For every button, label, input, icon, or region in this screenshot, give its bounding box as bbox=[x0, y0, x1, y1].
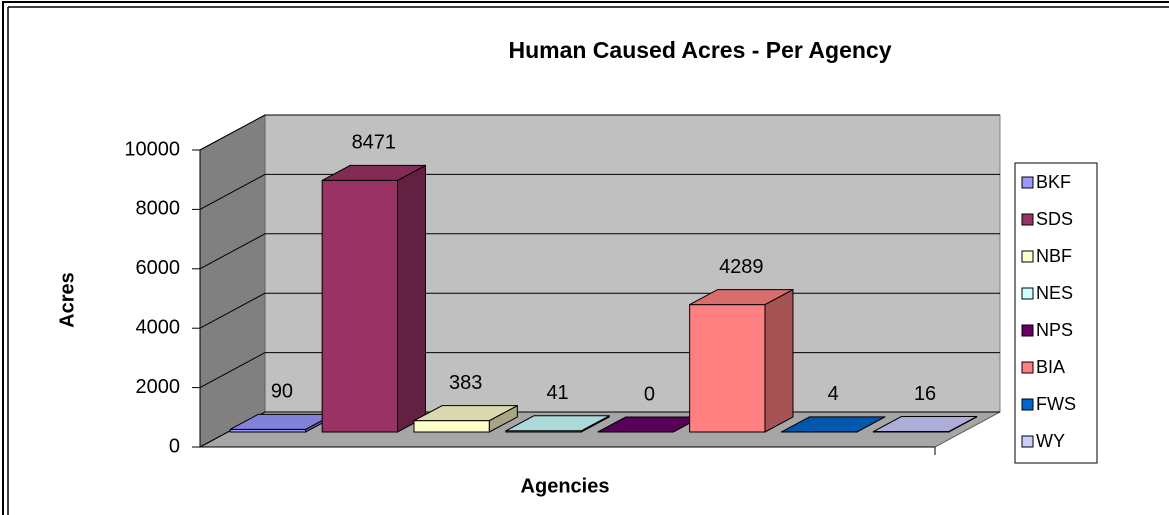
legend-box bbox=[1014, 162, 1098, 464]
legend-label: NPS bbox=[1036, 320, 1073, 340]
data-label: 4289 bbox=[719, 256, 764, 278]
legend-label: SDS bbox=[1036, 209, 1073, 229]
bar-top bbox=[689, 289, 794, 306]
grid-line bbox=[199, 233, 1000, 270]
legend-label: NBF bbox=[1036, 246, 1072, 266]
legend-swatch bbox=[1021, 435, 1034, 448]
legend-swatch bbox=[1021, 398, 1034, 411]
y-tick-label: 0 bbox=[169, 435, 180, 457]
bar-top bbox=[413, 405, 518, 422]
x-axis-label: Agencies bbox=[521, 475, 610, 497]
bar-top bbox=[505, 415, 610, 432]
y-tick-label: 8000 bbox=[136, 198, 181, 220]
data-label: 383 bbox=[449, 372, 482, 394]
data-label: 4 bbox=[828, 383, 839, 405]
bar-top bbox=[321, 164, 426, 181]
data-label: 16 bbox=[914, 383, 936, 405]
data-label: 90 bbox=[271, 381, 293, 403]
legend-swatch bbox=[1021, 250, 1034, 263]
bar-top bbox=[873, 416, 977, 433]
y-tick-label: 2000 bbox=[136, 376, 181, 398]
bar bbox=[229, 413, 335, 433]
y-tick-label: 10000 bbox=[124, 138, 180, 160]
y-tick-label: 4000 bbox=[136, 316, 181, 338]
legend-swatch bbox=[1021, 176, 1034, 189]
bar-top bbox=[781, 416, 886, 433]
bar bbox=[689, 288, 794, 433]
data-label: 0 bbox=[644, 383, 655, 405]
legend-label: WY bbox=[1036, 431, 1065, 451]
legend-label: NES bbox=[1036, 283, 1073, 303]
legend-swatch bbox=[1021, 213, 1034, 226]
grid-line bbox=[199, 173, 1000, 210]
legend-swatch bbox=[1021, 324, 1034, 337]
bar bbox=[597, 416, 702, 433]
grid-line bbox=[199, 114, 1000, 151]
bar bbox=[505, 414, 610, 433]
bar bbox=[413, 404, 518, 433]
bar-side bbox=[396, 164, 426, 433]
bar bbox=[781, 416, 886, 433]
bar-front bbox=[321, 179, 398, 433]
data-label: 41 bbox=[546, 382, 568, 404]
bar bbox=[872, 415, 978, 433]
bar bbox=[321, 164, 426, 433]
data-label: 8471 bbox=[352, 132, 397, 154]
bar-front bbox=[689, 304, 766, 433]
chart-title: Human Caused Acres - Per Agency bbox=[508, 37, 891, 63]
legend-label: BKF bbox=[1036, 172, 1071, 192]
side-wall bbox=[199, 114, 266, 448]
legend-swatch bbox=[1021, 287, 1034, 300]
legend-swatch bbox=[1021, 361, 1034, 374]
legend-label: BIA bbox=[1036, 357, 1065, 377]
bar-front bbox=[413, 420, 490, 433]
bar-side bbox=[764, 288, 794, 433]
y-tick-label: 6000 bbox=[136, 257, 181, 279]
legend-label: FWS bbox=[1036, 394, 1076, 414]
y-axis-label: Acres bbox=[56, 272, 78, 328]
